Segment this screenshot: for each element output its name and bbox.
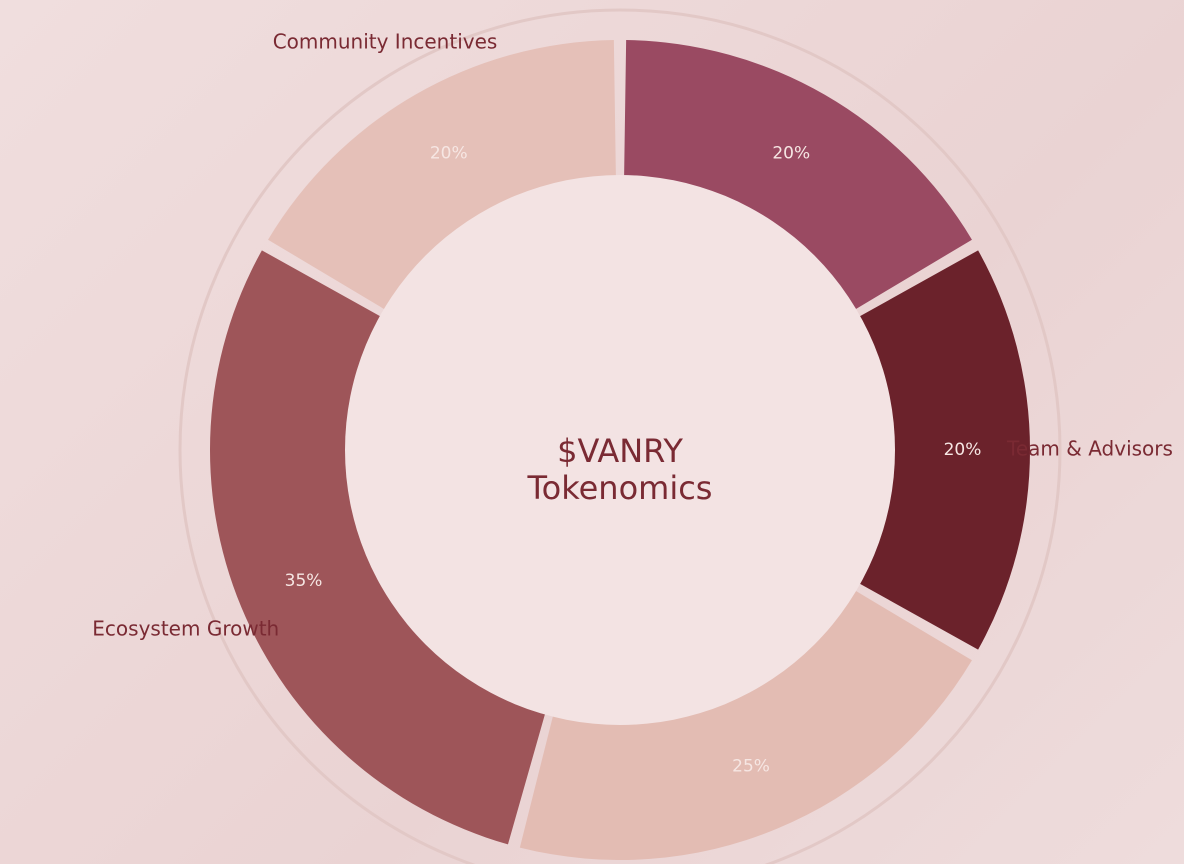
category-label: Team & Advisors — [1006, 437, 1173, 461]
donut-slice — [268, 40, 616, 312]
donut-slice — [209, 250, 547, 845]
category-label: Ecosystem Growth — [92, 616, 279, 640]
outer-ring — [178, 8, 1062, 864]
value-label: 20% — [772, 143, 810, 163]
value-label: 25% — [732, 756, 770, 776]
donut-hole — [345, 175, 895, 725]
value-label: 35% — [285, 571, 323, 591]
donut-slice — [855, 250, 1030, 650]
category-label: Community Incentives — [273, 29, 498, 53]
value-label: 20% — [430, 143, 468, 163]
chart-title: $VANRY — [557, 432, 683, 470]
chart-title: Tokenomics — [527, 469, 713, 507]
donut-slice — [519, 588, 972, 860]
donut-slice — [624, 40, 972, 312]
value-label: 20% — [944, 440, 982, 460]
